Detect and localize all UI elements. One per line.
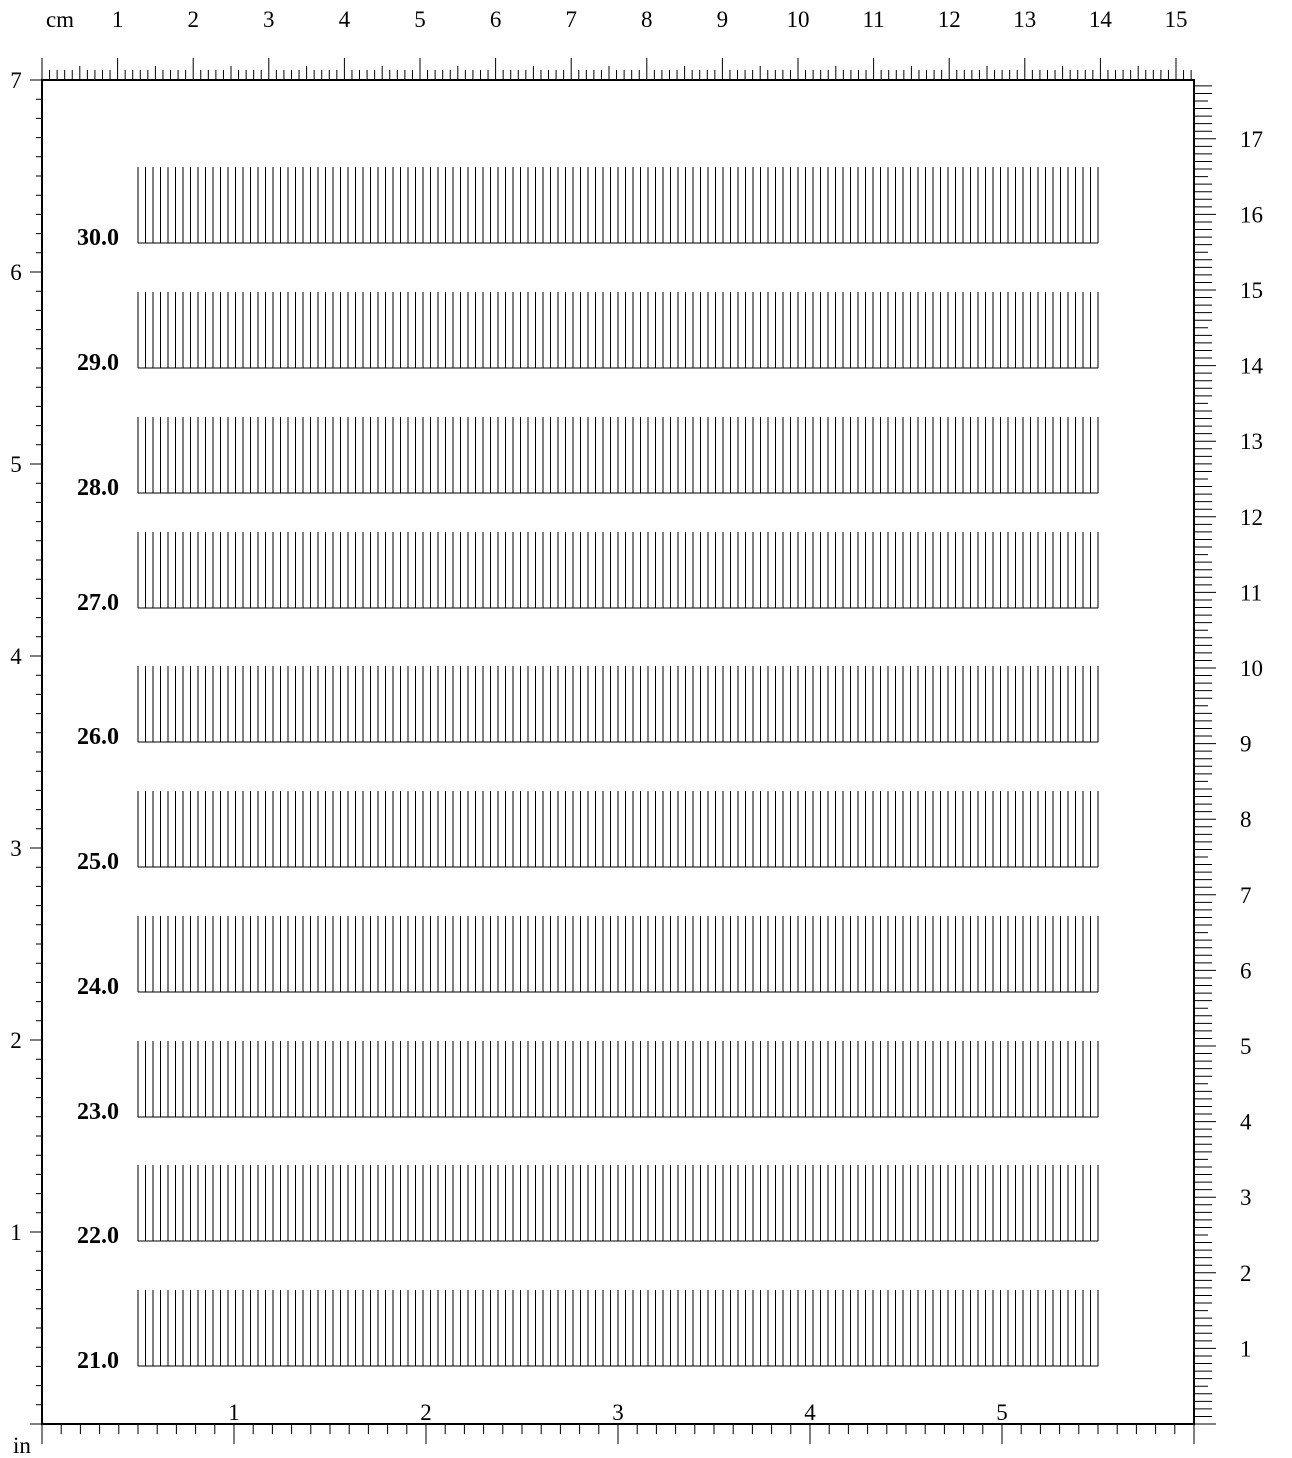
left-label: 1 <box>10 1220 22 1245</box>
bottom-label: 5 <box>996 1400 1008 1425</box>
line-pattern <box>137 532 1099 609</box>
pattern-label: 22.0 <box>77 1223 119 1249</box>
right-label: 12 <box>1240 505 1263 530</box>
right-label: 17 <box>1240 127 1263 152</box>
line-pattern <box>137 292 1099 369</box>
line-pattern <box>137 417 1099 494</box>
line-pattern <box>137 1290 1099 1367</box>
right-label: 16 <box>1240 202 1263 227</box>
pattern-label: 25.0 <box>77 849 119 875</box>
right-ticks <box>1194 85 1216 1425</box>
bottom-ticks <box>41 1424 1195 1444</box>
top-label: 12 <box>938 7 961 32</box>
top-label: 10 <box>787 7 810 32</box>
left-label: 2 <box>10 1028 22 1053</box>
top-label: 13 <box>1013 7 1036 32</box>
right-label: 3 <box>1240 1185 1252 1210</box>
top-label: 1 <box>112 7 124 32</box>
top-label: 6 <box>490 7 502 32</box>
top-ticks <box>41 58 1192 80</box>
bottom-label: 4 <box>804 1400 816 1425</box>
top-label: 7 <box>565 7 577 32</box>
pattern-label: 28.0 <box>77 475 119 501</box>
top-label: 2 <box>187 7 199 32</box>
left-label: 4 <box>10 644 22 669</box>
bottom-label: 2 <box>420 1400 432 1425</box>
top-label: 14 <box>1089 7 1113 32</box>
right-label: 1 <box>1240 1336 1252 1361</box>
bottom-label: 1 <box>228 1400 240 1425</box>
line-pattern <box>137 1165 1099 1242</box>
right-label: 4 <box>1240 1110 1252 1135</box>
right-label: 10 <box>1240 656 1263 681</box>
right-label: 9 <box>1240 732 1252 757</box>
right-label: 15 <box>1240 278 1263 303</box>
line-pattern <box>137 791 1099 868</box>
right-label: 11 <box>1240 580 1262 605</box>
top-label: 5 <box>414 7 426 32</box>
pattern-label: 26.0 <box>77 724 119 750</box>
top-unit: cm <box>46 7 74 32</box>
pattern-label: 27.0 <box>77 590 119 616</box>
pattern-label: 24.0 <box>77 974 119 1000</box>
left-label: 7 <box>10 68 22 93</box>
line-pattern <box>137 916 1099 993</box>
left-ticks <box>30 79 42 1425</box>
top-label: 15 <box>1165 7 1188 32</box>
right-label: 6 <box>1240 958 1252 983</box>
right-label: 13 <box>1240 429 1263 454</box>
right-label: 7 <box>1240 883 1252 908</box>
pattern-label: 21.0 <box>77 1348 119 1374</box>
right-label: 2 <box>1240 1261 1252 1286</box>
top-label: 8 <box>641 7 653 32</box>
top-label: 9 <box>717 7 729 32</box>
left-label: 6 <box>10 260 22 285</box>
top-label: 11 <box>863 7 885 32</box>
left-label: 5 <box>10 452 22 477</box>
right-label: 5 <box>1240 1034 1252 1059</box>
pattern-label: 29.0 <box>77 350 119 376</box>
left-label: 3 <box>10 836 22 861</box>
right-label: 14 <box>1240 354 1264 379</box>
bottom-label: 3 <box>612 1400 624 1425</box>
line-pattern <box>137 1041 1099 1118</box>
line-pattern <box>137 167 1099 244</box>
right-label: 8 <box>1240 807 1252 832</box>
line-pattern <box>137 666 1099 743</box>
top-label: 4 <box>339 7 351 32</box>
top-label: 3 <box>263 7 275 32</box>
pattern-label: 30.0 <box>77 225 119 251</box>
pattern-label: 23.0 <box>77 1099 119 1125</box>
bottom-unit: in <box>13 1433 31 1458</box>
